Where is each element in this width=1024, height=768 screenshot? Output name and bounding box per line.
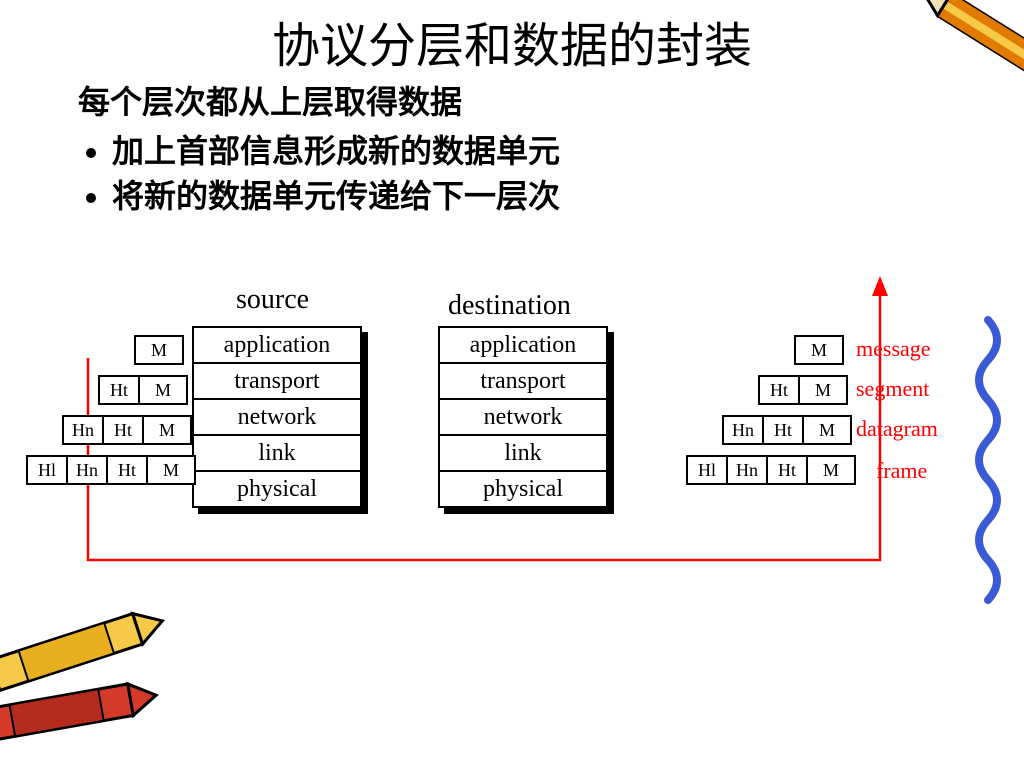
src-network: network (194, 400, 360, 436)
cell-Ht: Ht (106, 455, 148, 485)
left-hdr-frame: Hl Hn Ht M (26, 455, 196, 485)
cell-Ht: Ht (102, 415, 144, 445)
cell-M: M (798, 375, 848, 405)
cell-Hn: Hn (726, 455, 768, 485)
slide-title: 协议分层和数据的封装 (0, 6, 1024, 76)
src-application: application (194, 328, 360, 364)
dst-application: application (440, 328, 606, 364)
right-hdr-segment: Ht M (758, 375, 848, 405)
term-frame: frame (876, 458, 927, 484)
bullet-2: 将新的数据单元传递给下一层次 (112, 174, 560, 219)
intro-line: 每个层次都从上层取得数据 (78, 80, 560, 125)
cell-Ht: Ht (762, 415, 804, 445)
right-hdr-datagram: Hn Ht M (722, 415, 852, 445)
destination-label: destination (448, 290, 571, 322)
cell-M: M (146, 455, 196, 485)
cell-Ht: Ht (766, 455, 808, 485)
left-hdr-datagram: Hn Ht M (62, 415, 192, 445)
term-datagram: datagram (856, 416, 938, 442)
cell-M: M (802, 415, 852, 445)
term-message: message (856, 336, 931, 362)
src-link: link (194, 436, 360, 472)
bullet-list: 每个层次都从上层取得数据 加上首部信息形成新的数据单元 将新的数据单元传递给下一… (78, 80, 560, 218)
cell-M: M (134, 335, 184, 365)
cell-Hl: Hl (686, 455, 728, 485)
cell-Hn: Hn (62, 415, 104, 445)
cell-Ht: Ht (758, 375, 800, 405)
right-hdr-message: M (794, 335, 844, 365)
right-hdr-frame: Hl Hn Ht M (686, 455, 856, 485)
src-physical: physical (194, 472, 360, 506)
dst-transport: transport (440, 364, 606, 400)
bullet-1: 加上首部信息形成新的数据单元 (112, 129, 560, 174)
term-segment: segment (856, 376, 929, 402)
source-stack: application transport network link physi… (192, 326, 362, 508)
cell-Ht: Ht (98, 375, 140, 405)
slide: 协议分层和数据的封装 每个层次都从上层取得数据 加上首部信息形成新的数据单元 将… (0, 0, 1024, 768)
dst-physical: physical (440, 472, 606, 506)
cell-M: M (142, 415, 192, 445)
cell-M: M (806, 455, 856, 485)
cell-Hn: Hn (722, 415, 764, 445)
cell-M: M (138, 375, 188, 405)
dst-network: network (440, 400, 606, 436)
src-transport: transport (194, 364, 360, 400)
cell-Hn: Hn (66, 455, 108, 485)
dst-link: link (440, 436, 606, 472)
dest-stack: application transport network link physi… (438, 326, 608, 508)
cell-Hl: Hl (26, 455, 68, 485)
source-label: source (236, 284, 309, 316)
left-hdr-segment: Ht M (98, 375, 188, 405)
left-hdr-message: M (134, 335, 184, 365)
cell-M: M (794, 335, 844, 365)
